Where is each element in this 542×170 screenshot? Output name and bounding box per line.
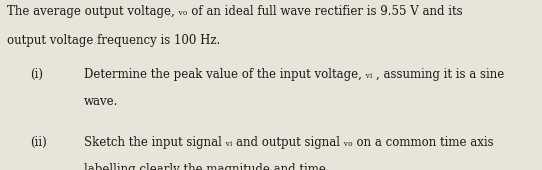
Text: Sketch the input signal ᵥᵢ and output signal ᵥₒ on a common time axis: Sketch the input signal ᵥᵢ and output si… [84, 136, 494, 149]
Text: (i): (i) [30, 68, 43, 81]
Text: labelling clearly the magnitude and time.: labelling clearly the magnitude and time… [84, 163, 330, 170]
Text: Determine the peak value of the input voltage, ᵥᵢ , assuming it is a sine: Determine the peak value of the input vo… [84, 68, 504, 81]
Text: The average output voltage, ᵥₒ of an ideal full wave rectifier is 9.55 V and its: The average output voltage, ᵥₒ of an ide… [7, 5, 462, 18]
Text: (ii): (ii) [30, 136, 47, 149]
Text: wave.: wave. [84, 95, 118, 108]
Text: output voltage frequency is 100 Hz.: output voltage frequency is 100 Hz. [7, 34, 220, 47]
